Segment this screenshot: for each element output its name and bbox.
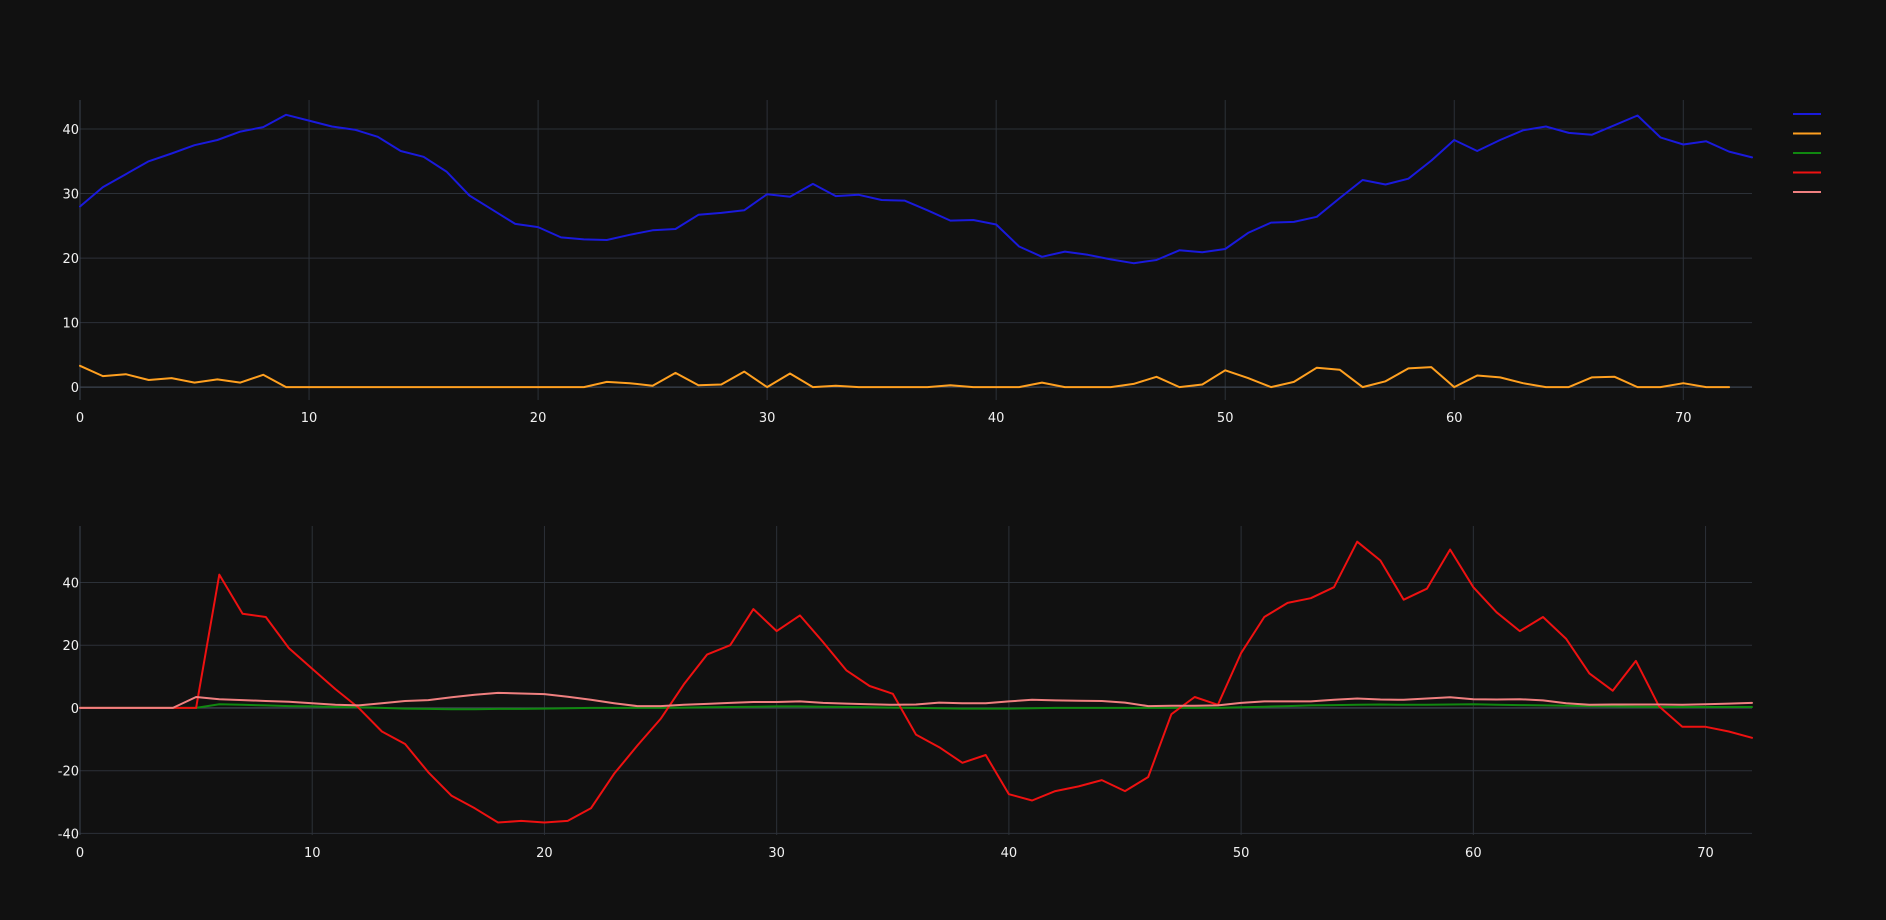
chart-legend[interactable] xyxy=(1793,113,1821,193)
y-tick-label: 0 xyxy=(71,702,79,717)
x-tick-label: 70 xyxy=(1697,846,1714,861)
y-tick-label: 40 xyxy=(62,576,79,591)
y-tick-label: 0 xyxy=(71,381,79,396)
x-tick-label: 20 xyxy=(536,846,553,861)
x-tick-label: 60 xyxy=(1446,411,1463,426)
series-line-0[interactable] xyxy=(79,113,1753,265)
x-tick-label: 30 xyxy=(768,846,785,861)
y-tick-label: 20 xyxy=(62,252,79,267)
x-tick-label: 0 xyxy=(76,411,84,426)
y-tick-label: -20 xyxy=(58,765,79,780)
x-tick-label: 60 xyxy=(1465,846,1482,861)
x-tick-label: 30 xyxy=(759,411,776,426)
x-tick-label: 20 xyxy=(530,411,547,426)
x-tick-label: 50 xyxy=(1217,411,1234,426)
y-tick-label: 10 xyxy=(62,317,79,332)
series-line-2[interactable] xyxy=(79,691,1753,709)
x-tick-label: 70 xyxy=(1675,411,1692,426)
x-tick-label: 0 xyxy=(76,846,84,861)
x-tick-label: 10 xyxy=(304,846,321,861)
top-line-chart-panel: 0 10 20 30 40 50 60 70 0 10 20 30 40 xyxy=(62,100,1753,426)
series-line-1[interactable] xyxy=(79,364,1731,389)
x-tick-label: 50 xyxy=(1233,846,1250,861)
x-tick-label: 40 xyxy=(1001,846,1018,861)
x-tick-label: 10 xyxy=(301,411,318,426)
series-line-1[interactable] xyxy=(79,540,1753,824)
y-tick-label: 30 xyxy=(62,188,79,203)
y-tick-label: 40 xyxy=(62,123,79,138)
x-tick-label: 40 xyxy=(988,411,1005,426)
bottom-line-chart-panel: 0 10 20 30 40 50 60 70 -40 -20 0 20 40 xyxy=(58,526,1753,861)
y-tick-label: 20 xyxy=(62,639,79,654)
y-tick-label: -40 xyxy=(58,827,79,842)
